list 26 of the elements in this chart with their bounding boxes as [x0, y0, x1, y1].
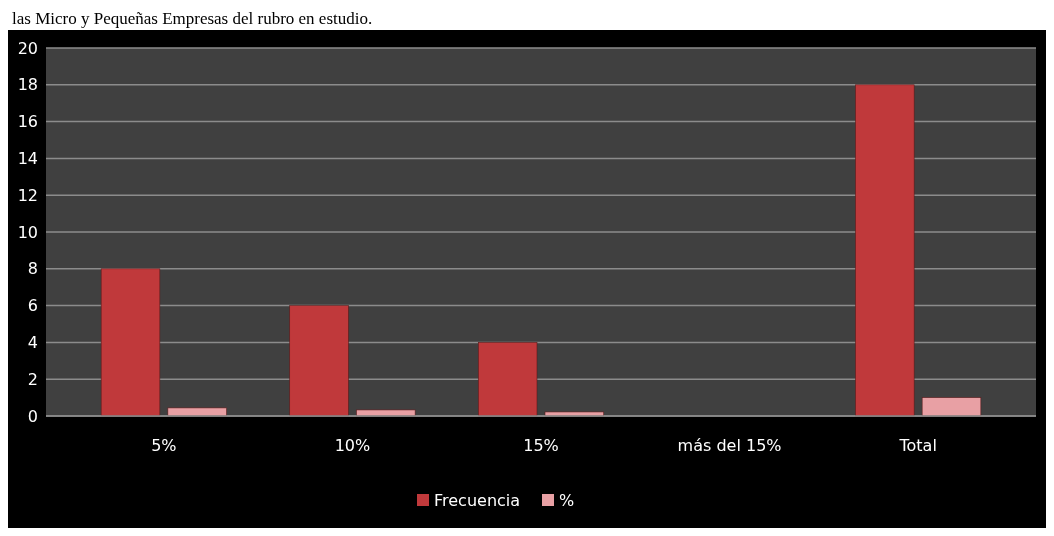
bar	[167, 407, 227, 417]
x-tick-label: más del 15%	[677, 436, 782, 455]
x-tick-label: 15%	[523, 436, 559, 455]
y-tick-label: 6	[27, 296, 38, 316]
bar	[921, 397, 982, 417]
y-tick-label: 16	[17, 112, 38, 132]
y-tick-label: 10	[17, 222, 38, 242]
bar	[356, 409, 416, 417]
legend-label: %	[559, 491, 575, 510]
chart-title: las Micro y Pequeñas Empresas del rubro en estudio.	[12, 9, 373, 28]
x-tick-label: 5%	[151, 436, 177, 455]
y-tick-label: 18	[17, 75, 38, 95]
y-tick-label: 12	[17, 185, 38, 205]
y-tick-label: 8	[27, 259, 38, 279]
y-tick-label: 2	[27, 369, 38, 389]
y-tick-label: 0	[27, 406, 38, 426]
bar	[100, 268, 161, 417]
y-tick-label: 14	[17, 149, 38, 168]
bar	[289, 305, 349, 417]
x-tick-label: 10%	[334, 436, 371, 455]
y-tick-label: 4	[27, 333, 38, 352]
y-tick-label: 20	[17, 38, 38, 58]
bar	[855, 84, 915, 417]
legend-label: Frecuencia	[434, 491, 521, 510]
x-tick-label: Total	[898, 436, 937, 455]
bar	[477, 342, 538, 417]
